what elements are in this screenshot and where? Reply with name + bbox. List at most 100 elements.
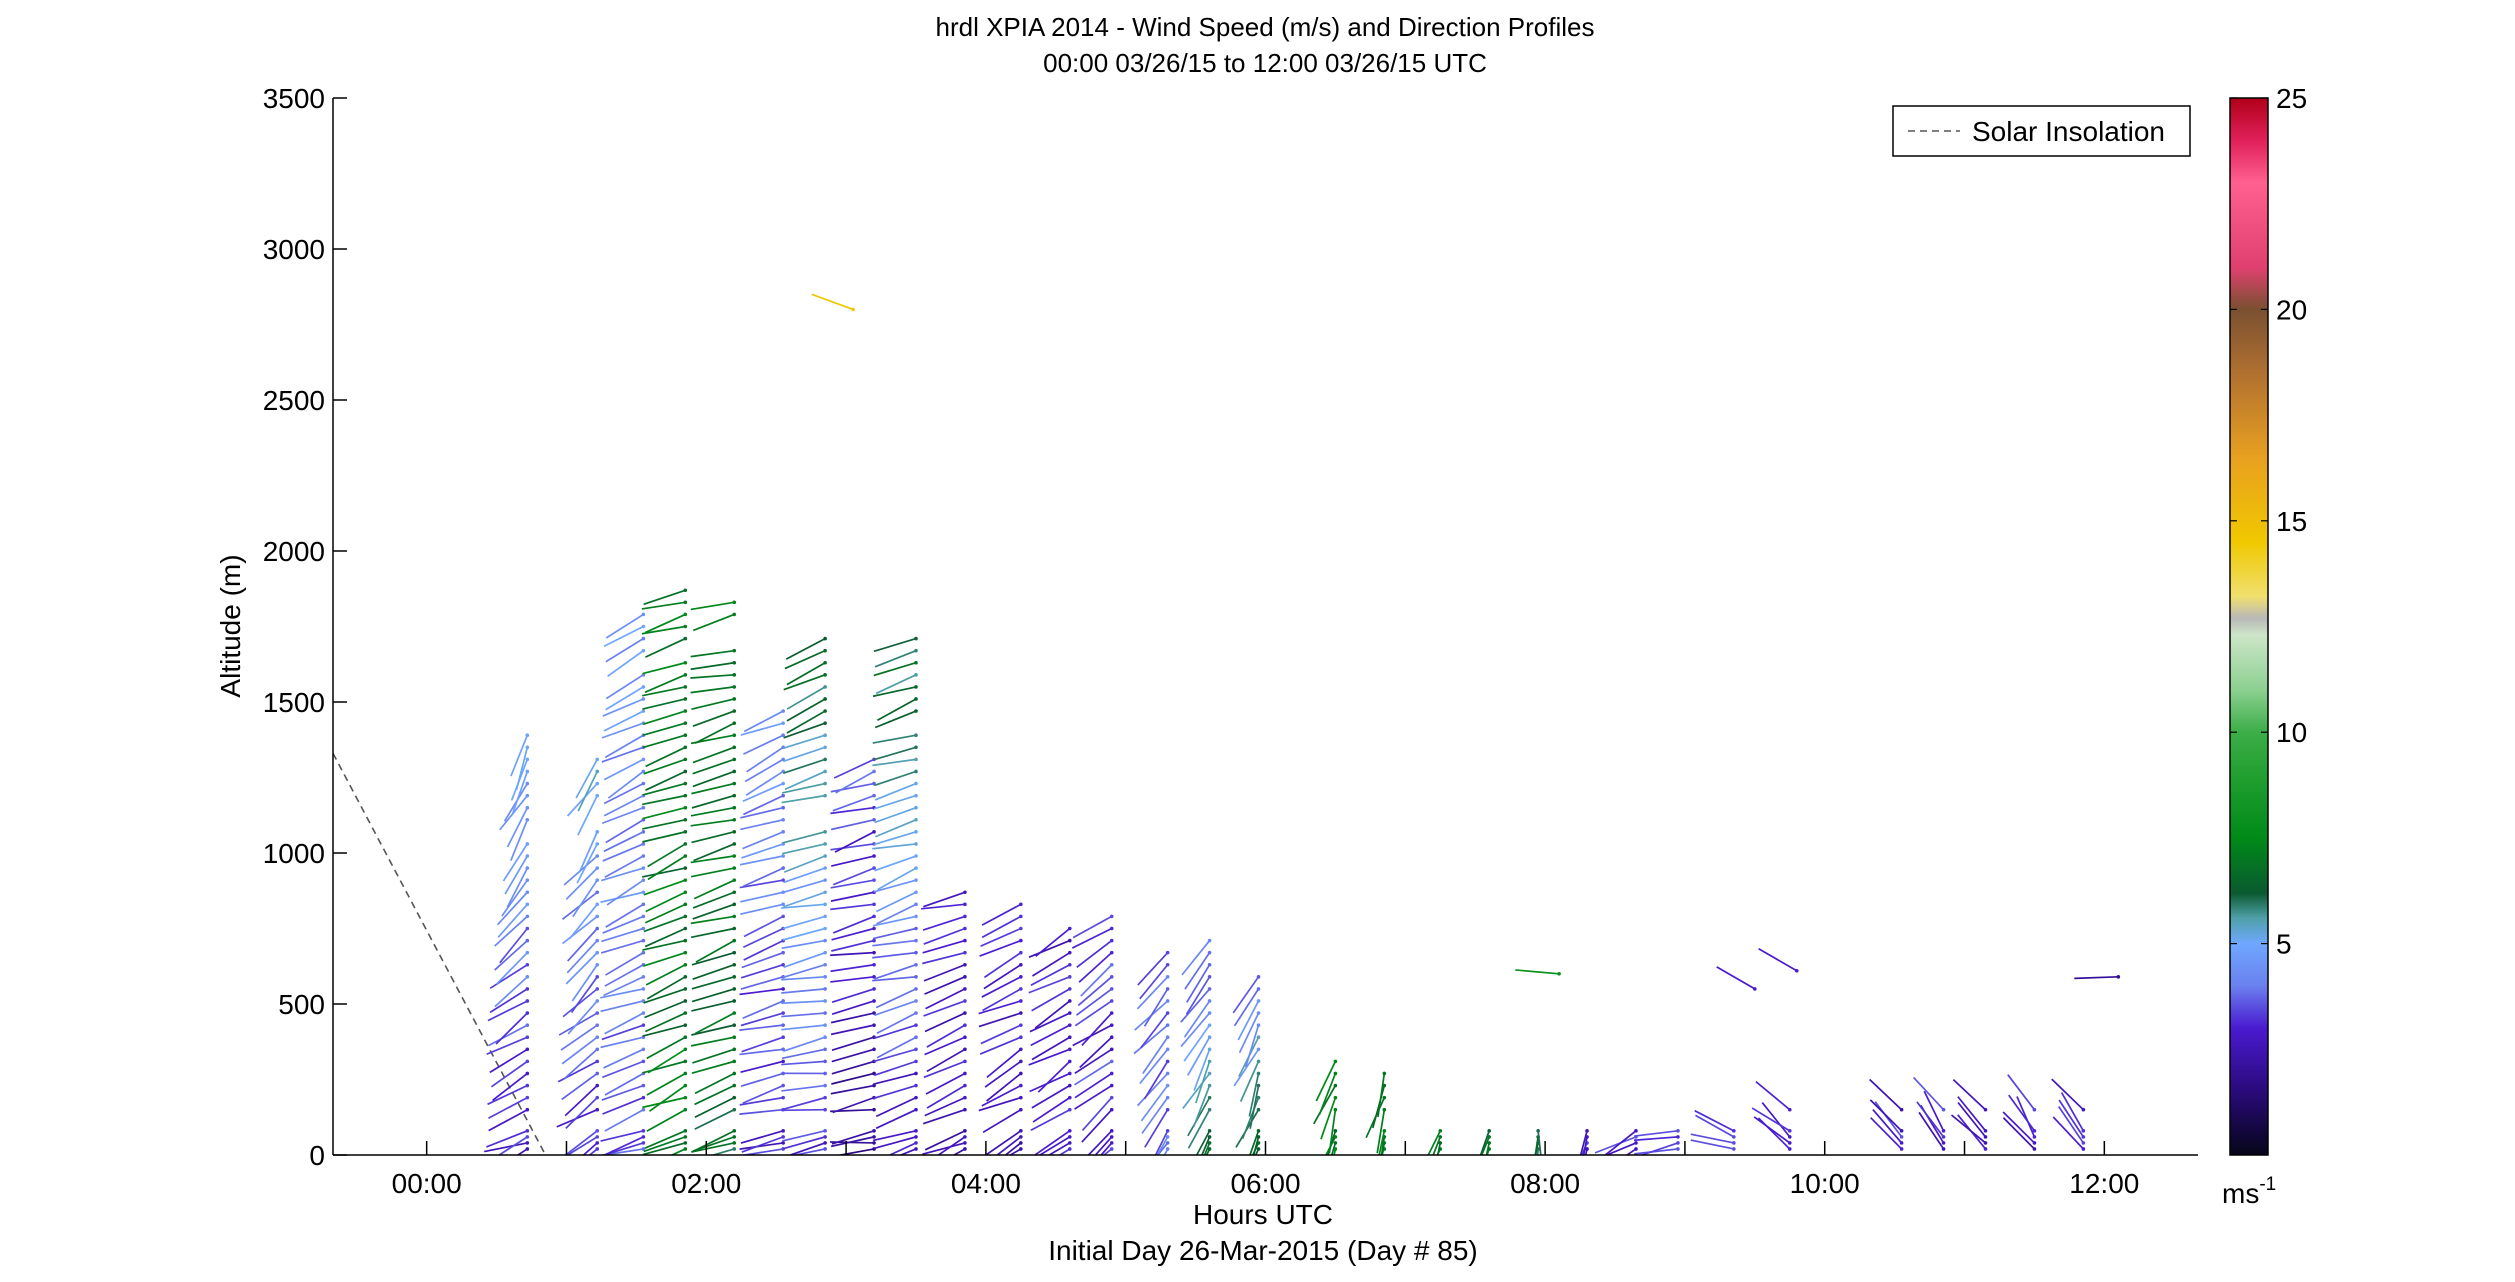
- wind-barb: [1537, 1130, 1542, 1155]
- colorbar-tick-label: 5: [2276, 929, 2292, 960]
- wind-barb: [643, 879, 686, 896]
- wind-barb: [1076, 939, 1113, 968]
- wind-barb-base: [1165, 1129, 1170, 1133]
- wind-barb: [1087, 1130, 1113, 1155]
- wind-barb: [572, 879, 598, 918]
- wind-barb: [782, 927, 826, 941]
- wind-barb-base: [781, 854, 785, 858]
- wind-barb-base: [1557, 972, 1561, 976]
- wind-barb: [606, 879, 644, 906]
- wind-barb-base: [1109, 962, 1114, 967]
- wind-barb-base: [1487, 1141, 1491, 1145]
- wind-barb-base: [963, 1011, 967, 1015]
- wind-barb: [1320, 1097, 1337, 1140]
- wind-barb: [494, 939, 528, 971]
- wind-barb-base: [732, 914, 737, 919]
- wind-barb: [874, 1000, 917, 1017]
- wind-barb: [782, 963, 826, 979]
- wind-barb: [786, 710, 826, 734]
- wind-barb: [922, 1142, 966, 1155]
- wind-barb: [830, 963, 875, 973]
- wind-barb: [600, 1130, 644, 1142]
- wind-barb-base: [1019, 1107, 1023, 1112]
- wind-barb-base: [595, 757, 600, 762]
- wind-barb: [1241, 1097, 1260, 1139]
- wind-barb-base: [641, 926, 646, 931]
- wind-barb: [921, 903, 966, 910]
- wind-barb-base: [1333, 1129, 1338, 1133]
- wind-barb-base: [1109, 1135, 1114, 1139]
- wind-barb: [642, 734, 686, 749]
- wind-barb-base: [1165, 1035, 1170, 1040]
- wind-barb: [604, 734, 644, 759]
- wind-barb-base: [823, 1023, 827, 1027]
- wind-barb: [832, 1096, 875, 1114]
- wind-barb: [1137, 952, 1169, 986]
- wind-barb: [694, 1108, 735, 1130]
- wind-barb-base: [914, 709, 918, 713]
- wind-barb-base: [683, 854, 688, 858]
- wind-barb-base: [1019, 926, 1023, 931]
- wind-barb-base: [1207, 1083, 1212, 1088]
- wind-barb-base: [1067, 999, 1072, 1003]
- wind-barb-base: [525, 1035, 530, 1040]
- wind-barb: [692, 770, 735, 788]
- wind-barb-base: [732, 842, 737, 846]
- wind-barb: [872, 734, 917, 744]
- wind-barb-base: [1109, 1047, 1114, 1052]
- wind-barb-base: [1899, 1107, 1904, 1112]
- wind-barb: [874, 770, 917, 787]
- wind-barb: [602, 1060, 644, 1079]
- wind-barb-base: [1067, 1047, 1072, 1052]
- wind-barb: [1028, 1048, 1071, 1066]
- wind-barb-base: [641, 1011, 646, 1015]
- wind-barb: [983, 951, 1022, 979]
- wind-barb: [1432, 1136, 1442, 1155]
- wind-barb: [830, 843, 875, 851]
- wind-barb-base: [732, 660, 737, 665]
- wind-barb: [831, 1036, 875, 1052]
- wind-barb-base: [683, 1035, 688, 1040]
- wind-barb-base: [851, 307, 855, 312]
- wind-barb: [488, 1108, 528, 1132]
- wind-barb-base: [525, 950, 530, 955]
- wind-barb: [510, 734, 529, 777]
- wind-barb: [980, 927, 1022, 947]
- wind-barb-base: [781, 733, 785, 738]
- wind-barb: [924, 976, 966, 995]
- wind-barb-base: [525, 938, 530, 943]
- wind-barb-base: [914, 1083, 918, 1088]
- wind-barb: [690, 867, 735, 878]
- wind-barb: [1143, 1060, 1169, 1100]
- wind-barb: [1081, 1109, 1113, 1143]
- wind-barb: [558, 1012, 598, 1036]
- wind-barb-base: [914, 1059, 918, 1064]
- wind-barb-base: [823, 999, 827, 1003]
- wind-barb: [516, 1148, 528, 1155]
- wind-barb-base: [683, 866, 688, 870]
- wind-barb: [605, 613, 644, 639]
- wind-barb-base: [781, 805, 785, 810]
- wind-barb-base: [525, 1147, 530, 1151]
- wind-barb: [691, 951, 735, 966]
- wind-barb: [1077, 976, 1113, 1007]
- wind-barb-base: [595, 950, 600, 955]
- wind-barb-base: [781, 709, 785, 713]
- wind-barb: [791, 1148, 826, 1155]
- wind-barb-base: [1067, 1141, 1072, 1145]
- wind-barb: [784, 770, 826, 791]
- wind-barb-base: [823, 1129, 827, 1133]
- wind-barb-base: [1067, 1071, 1072, 1076]
- wind-barb: [1032, 951, 1071, 977]
- wind-barb: [834, 831, 875, 853]
- wind-barb: [2007, 1074, 2036, 1111]
- wind-barb: [786, 698, 826, 722]
- wind-barb-base: [823, 1147, 827, 1151]
- wind-barb: [601, 746, 644, 763]
- wind-barb-base: [1019, 950, 1023, 955]
- wind-barb: [830, 818, 875, 831]
- wind-barb: [691, 988, 735, 1003]
- wind-barb: [604, 855, 644, 878]
- wind-barb: [781, 1108, 826, 1112]
- wind-barb-base: [823, 902, 827, 907]
